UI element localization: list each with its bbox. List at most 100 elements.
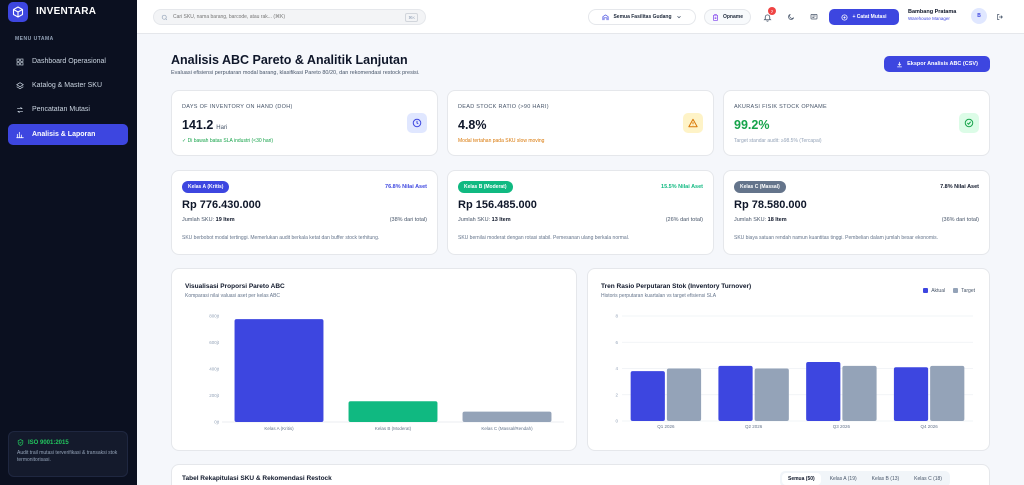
brand[interactable]: INVENTARA: [8, 0, 96, 23]
bar-target-2: [754, 368, 789, 421]
class-description: SKU biaya satuan rendah namun kuantitas …: [734, 235, 939, 241]
y-tick-label: 8: [615, 314, 618, 319]
notification-button[interactable]: [761, 11, 773, 23]
class-badge: Kelas B (Moderat): [458, 181, 513, 193]
tab-kelas-a[interactable]: Kelas A (19): [829, 476, 857, 482]
kpi-note: Target standar audit: ≥98.5% (Tercapai): [734, 138, 822, 144]
class-card-b: Kelas B (Moderat) 15.5% Nilai Aset Rp 15…: [447, 170, 714, 255]
y-tick-label: 0jt: [214, 420, 220, 425]
sku-table-card: Tabel Rekapitulasi SKU & Rekomendasi Res…: [171, 464, 990, 485]
class-count: 19 Item: [215, 217, 235, 223]
x-tick-label: Q1 2026: [657, 424, 675, 429]
bar-aktual-3: [806, 361, 841, 421]
export-csv-button[interactable]: Ekspor Analisis ABC (CSV): [884, 56, 990, 72]
bar-aktual-4: [893, 367, 929, 421]
page-title: Analisis ABC Pareto & Analitik Lanjutan: [171, 53, 408, 67]
table-title: Tabel Rekapitulasi SKU & Rekomendasi Res…: [182, 475, 332, 482]
avatar[interactable]: B: [971, 8, 987, 24]
sidebar-item-mutasi[interactable]: Pencatatan Mutasi: [8, 99, 128, 120]
menu-section-title: MENU UTAMA: [15, 36, 54, 42]
class-count-label: Jumlah SKU:: [458, 217, 491, 223]
kpi-card-dead-stock: DEAD STOCK RATIO (>90 HARI) 4.8% Modal t…: [447, 90, 714, 156]
y-tick-label: 4: [615, 366, 618, 371]
bar-chart-icon: [16, 131, 24, 138]
turnover-chart-card: Tren Rasio Perputaran Stok (Inventory Tu…: [587, 268, 990, 451]
x-tick-label: Q3 2026: [833, 424, 851, 429]
bar-aktual-2: [718, 365, 753, 421]
opname-button[interactable]: Opname: [704, 9, 751, 25]
chart-title: Visualisasi Proporsi Pareto ABC: [185, 283, 285, 290]
class-percent: (26% dari total): [665, 217, 703, 223]
topbar: ⌘K Semua Fasilitas Gudang Opname 7 + Cat…: [137, 0, 1024, 34]
x-tick-label: Kelas A (Kritis): [264, 426, 294, 431]
legend-item-actual: Aktual: [923, 288, 945, 294]
message-icon: [810, 13, 818, 20]
facility-select[interactable]: Semua Fasilitas Gudang: [588, 9, 696, 25]
kpi-note: ✓ Di bawah batas SLA industri (<30 hari): [182, 138, 274, 144]
bar-1: [234, 319, 324, 422]
shortcut-hint: ⌘K: [405, 12, 418, 22]
tab-kelas-c[interactable]: Kelas C (18): [914, 476, 942, 482]
tab-semua[interactable]: Semua (50): [782, 473, 821, 485]
bar-target-3: [842, 365, 877, 421]
kpi-card-doh: DAYS OF INVENTORY ON HAND (DOH) 141.2 Har…: [171, 90, 438, 156]
y-tick-label: 6: [615, 340, 618, 345]
catat-mutasi-button[interactable]: + Catat Mutasi: [829, 9, 899, 25]
check-circle-icon: [959, 113, 979, 133]
x-tick-label: Q4 2026: [920, 424, 938, 429]
class-value: Rp 78.580.000: [734, 199, 807, 211]
chevron-down-icon: [676, 15, 681, 19]
message-button[interactable]: [808, 11, 820, 23]
bell-icon: [763, 13, 771, 22]
chart-title: Tren Rasio Perputaran Stok (Inventory Tu…: [601, 283, 752, 290]
y-tick-label: 0: [615, 419, 618, 424]
chart-legend: Aktual Target: [923, 288, 975, 294]
kpi-value: 99.2%: [734, 118, 770, 132]
kpi-card-akurasi: AKURASI FISIK STOCK OPNAME 99.2% Target …: [723, 90, 990, 156]
class-description: SKU berbobot modal tertinggi. Memerlukan…: [182, 235, 380, 241]
chart-subtitle: Komparasi nilai valuasi aset per kelas A…: [185, 293, 281, 299]
kpi-unit: Hari: [216, 125, 228, 131]
class-badge: Kelas A (Kritis): [182, 181, 230, 193]
kpi-value: 141.2: [182, 118, 214, 132]
search-input[interactable]: [173, 12, 401, 22]
swap-icon: [17, 106, 23, 113]
chart-subtitle: Historis perputaran kuartalan vs target …: [601, 293, 717, 299]
user-name: Bambang Pratama: [908, 9, 957, 15]
bar-target-4: [930, 365, 965, 421]
sidebar-item-label: Katalog & Master SKU: [32, 82, 103, 89]
class-share: 15.5% Nilai Aset: [661, 184, 703, 190]
turnover-chart: 8 6 4 2 0 Q1 2026 Q2 2026 Q3 2026 Q4 2026: [615, 314, 973, 429]
bar-target-1: [666, 368, 702, 421]
logout-button[interactable]: [994, 11, 1006, 23]
tab-kelas-b[interactable]: Kelas B (13): [871, 476, 900, 482]
class-count: 13 Item: [491, 217, 511, 223]
x-tick-label: Kelas C (Massal/Rendah): [481, 426, 533, 431]
theme-toggle-button[interactable]: [785, 11, 797, 23]
class-value: Rp 776.430.000: [182, 199, 261, 211]
class-card-c: Kelas C (Massal) 7.8% Nilai Aset Rp 78.5…: [723, 170, 990, 255]
sidebar-item-katalog[interactable]: Katalog & Master SKU: [8, 75, 128, 96]
bar-aktual-1: [630, 371, 665, 421]
kpi-note: Modal tertahan pada SKU slow moving: [458, 138, 545, 144]
class-share: 7.8% Nilai Aset: [940, 184, 979, 190]
table-tabs: Semua (50) Kelas A (19) Kelas B (13) Kel…: [780, 471, 950, 485]
sidebar-item-dashboard[interactable]: Dashboard Operasional: [8, 51, 128, 72]
pareto-chart-card: Visualisasi Proporsi Pareto ABC Komparas…: [171, 268, 577, 451]
legend-item-target: Target: [953, 288, 975, 294]
logout-icon: [997, 13, 1003, 21]
download-icon: [897, 61, 902, 67]
user-info[interactable]: Bambang Pratama Warehouse Manager: [908, 9, 956, 21]
catat-mutasi-label: + Catat Mutasi: [852, 14, 887, 20]
pareto-chart: 800jt 600jt 400jt 200jt 0jt Kelas A (Kritis) K…: [209, 314, 564, 431]
kpi-label: DAYS OF INVENTORY ON HAND (DOH): [182, 104, 293, 110]
sidebar-item-analisis[interactable]: Analisis & Laporan: [8, 124, 128, 145]
x-tick-label: Kelas B (Moderat): [375, 426, 412, 431]
y-tick-label: 800jt: [209, 314, 220, 319]
cube-logo-icon: [8, 1, 28, 22]
search-box[interactable]: ⌘K: [153, 9, 426, 25]
kpi-label: AKURASI FISIK STOCK OPNAME: [734, 104, 827, 110]
y-tick-label: 600jt: [209, 340, 220, 345]
class-card-a: Kelas A (Kritis) 76.8% Nilai Aset Rp 776…: [171, 170, 438, 255]
